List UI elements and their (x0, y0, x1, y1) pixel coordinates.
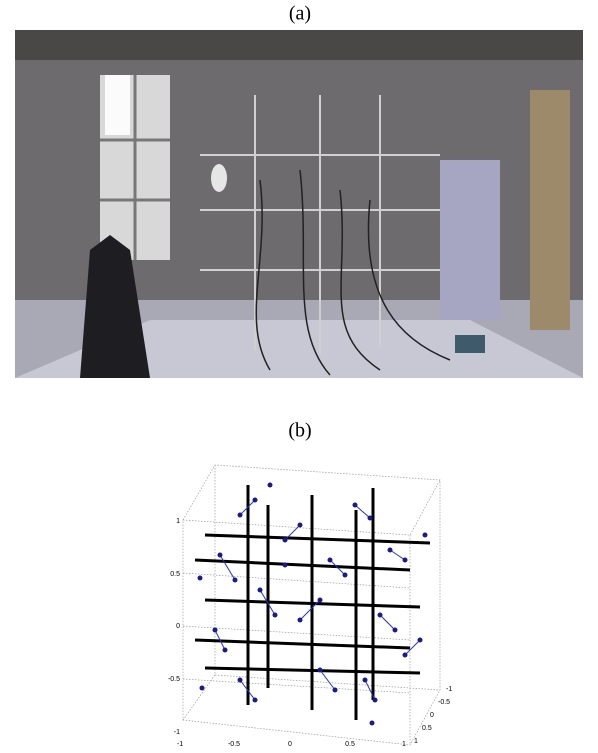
z-tick-label: 0.5 (170, 571, 180, 578)
plot-3d (183, 465, 440, 745)
y-tick-label: -1 (446, 686, 452, 693)
x-tick-label: 1 (402, 741, 406, 748)
z-tick-label: 1 (176, 518, 180, 525)
z-tick-label: 0 (176, 623, 180, 630)
z-tick-label: -0.5 (168, 676, 180, 683)
panel-label: (b) (288, 420, 311, 442)
x-tick-label: 0 (288, 741, 292, 748)
y-tick-labels: -1 -0.5 0 0.5 1 (414, 686, 452, 745)
x-tick-label: 0.5 (345, 741, 355, 748)
x-tick-label: -1 (177, 741, 183, 748)
z-tick-labels: 1 0.5 0 -0.5 -1 (168, 518, 180, 736)
x-tick-labels: -1 -0.5 0 0.5 1 (177, 741, 406, 748)
y-tick-label: -0.5 (438, 699, 450, 706)
y-tick-label: 1 (414, 738, 418, 745)
y-tick-label: 0.5 (422, 725, 432, 732)
x-tick-label: -0.5 (228, 741, 240, 748)
y-tick-label: 0 (430, 712, 434, 719)
z-tick-label: -1 (174, 729, 180, 736)
figure: (a) (b) (0, 0, 598, 753)
photo (15, 30, 583, 378)
panel-label: (a) (289, 3, 311, 25)
